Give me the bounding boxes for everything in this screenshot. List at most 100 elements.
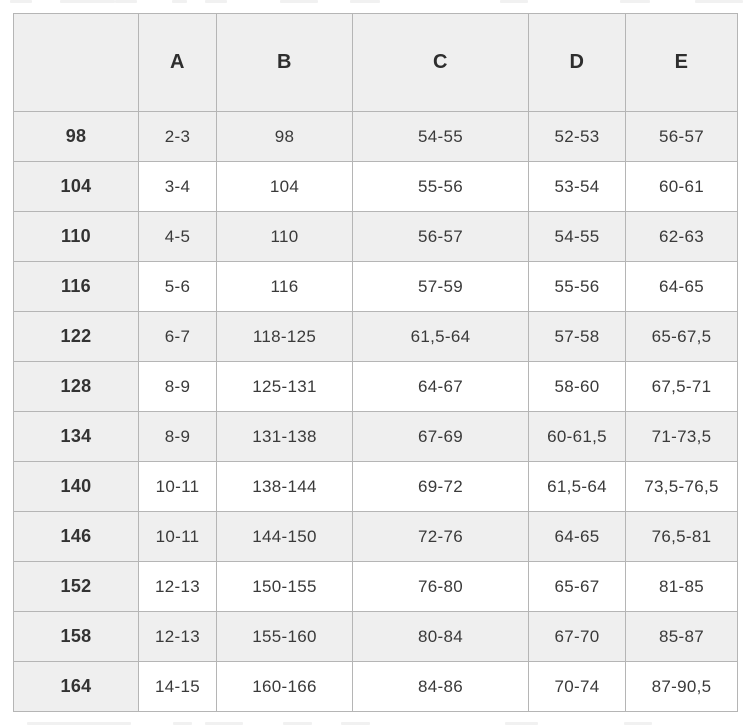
- row-header-cell: 146: [13, 511, 139, 562]
- data-cell: 14-15: [138, 661, 217, 712]
- data-cell: 65-67: [528, 561, 626, 612]
- clipped-text-fragment: [620, 0, 650, 3]
- table-body: 98 2-3 98 54-55 52-53 56-57 104 3-4 104 55-56 53-5…: [13, 111, 738, 712]
- table-row: 122 6-7 118-125 61,5-64 57-58 65-67,5: [13, 311, 738, 362]
- clipped-text-fragment: [172, 0, 187, 3]
- clipped-text-fragment: [695, 0, 743, 3]
- row-header-cell: 98: [13, 111, 139, 162]
- data-cell: 64-67: [352, 361, 529, 412]
- data-cell: 64-65: [625, 261, 738, 312]
- clipped-text-fragment: [27, 722, 131, 725]
- data-cell: 118-125: [216, 311, 353, 362]
- data-cell: 67-69: [352, 411, 529, 462]
- row-header-cell: 152: [13, 561, 139, 612]
- data-cell: 125-131: [216, 361, 353, 412]
- data-cell: 53-54: [528, 161, 626, 212]
- table-row: 128 8-9 125-131 64-67 58-60 67,5-71: [13, 361, 738, 412]
- data-cell: 57-58: [528, 311, 626, 362]
- row-header-cell: 104: [13, 161, 139, 212]
- data-cell: 104: [216, 161, 353, 212]
- data-cell: 85-87: [625, 611, 738, 662]
- data-cell: 98: [216, 111, 353, 162]
- row-header-cell: 128: [13, 361, 139, 412]
- data-cell: 160-166: [216, 661, 353, 712]
- data-cell: 61,5-64: [352, 311, 529, 362]
- row-header-cell: 134: [13, 411, 139, 462]
- data-cell: 131-138: [216, 411, 353, 462]
- table-row: 104 3-4 104 55-56 53-54 60-61: [13, 161, 738, 212]
- table-row: 110 4-5 110 56-57 54-55 62-63: [13, 211, 738, 262]
- data-cell: 54-55: [352, 111, 529, 162]
- data-cell: 55-56: [352, 161, 529, 212]
- clipped-text-fragment: [500, 0, 528, 3]
- table-row: 152 12-13 150-155 76-80 65-67 81-85: [13, 561, 738, 612]
- data-cell: 60-61: [625, 161, 738, 212]
- table-row: 116 5-6 116 57-59 55-56 64-65: [13, 261, 738, 312]
- data-cell: 67-70: [528, 611, 626, 662]
- row-header-cell: 164: [13, 661, 139, 712]
- data-cell: 67,5-71: [625, 361, 738, 412]
- data-cell: 73,5-76,5: [625, 461, 738, 512]
- row-header-cell: 140: [13, 461, 139, 512]
- clipped-text-fragment: [173, 722, 192, 725]
- clipped-text-fragment: [341, 722, 370, 725]
- header-cell-d: D: [528, 13, 626, 112]
- data-cell: 56-57: [352, 211, 529, 262]
- data-cell: 57-59: [352, 261, 529, 312]
- header-row: A B C D E: [13, 13, 738, 112]
- data-cell: 56-57: [625, 111, 738, 162]
- clipped-text-fragment: [205, 722, 243, 725]
- table-row: 98 2-3 98 54-55 52-53 56-57: [13, 111, 738, 162]
- clipped-text-fragment: [205, 0, 227, 3]
- data-cell: 138-144: [216, 461, 353, 512]
- data-cell: 3-4: [138, 161, 217, 212]
- data-cell: 116: [216, 261, 353, 312]
- table-row: 134 8-9 131-138 67-69 60-61,5 71-73,5: [13, 411, 738, 462]
- header-cell-a: A: [138, 13, 217, 112]
- data-cell: 4-5: [138, 211, 217, 262]
- clipped-text-fragment: [10, 0, 32, 3]
- table-row: 146 10-11 144-150 72-76 64-65 76,5-81: [13, 511, 738, 562]
- data-cell: 60-61,5: [528, 411, 626, 462]
- data-cell: 65-67,5: [625, 311, 738, 362]
- clipped-text-fragment: [60, 0, 115, 3]
- data-cell: 2-3: [138, 111, 217, 162]
- size-chart-table: A B C D E 98 2-3 98 54-55 52-53 56-57 104 3-4 10…: [13, 13, 738, 712]
- data-cell: 71-73,5: [625, 411, 738, 462]
- clipped-text-fragment: [624, 722, 652, 725]
- data-cell: 155-160: [216, 611, 353, 662]
- data-cell: 76-80: [352, 561, 529, 612]
- row-header-cell: 116: [13, 261, 139, 312]
- clipped-text-fragment: [280, 0, 318, 3]
- table-row: 140 10-11 138-144 69-72 61,5-64 73,5-76,5: [13, 461, 738, 512]
- data-cell: 80-84: [352, 611, 529, 662]
- clipped-text-fragment: [350, 0, 380, 3]
- data-cell: 64-65: [528, 511, 626, 562]
- data-cell: 5-6: [138, 261, 217, 312]
- data-cell: 55-56: [528, 261, 626, 312]
- data-cell: 10-11: [138, 461, 217, 512]
- data-cell: 8-9: [138, 361, 217, 412]
- data-cell: 150-155: [216, 561, 353, 612]
- clipped-text-fragment: [505, 722, 538, 725]
- header-cell-b: B: [216, 13, 353, 112]
- data-cell: 69-72: [352, 461, 529, 512]
- clipped-text-fragment: [283, 722, 312, 725]
- data-cell: 8-9: [138, 411, 217, 462]
- header-cell-corner: [13, 13, 139, 112]
- header-cell-e: E: [625, 13, 738, 112]
- data-cell: 6-7: [138, 311, 217, 362]
- row-header-cell: 122: [13, 311, 139, 362]
- data-cell: 12-13: [138, 611, 217, 662]
- data-cell: 110: [216, 211, 353, 262]
- table-row: 164 14-15 160-166 84-86 70-74 87-90,5: [13, 661, 738, 712]
- clipped-text-fragment: [115, 0, 137, 3]
- data-cell: 12-13: [138, 561, 217, 612]
- data-cell: 54-55: [528, 211, 626, 262]
- data-cell: 52-53: [528, 111, 626, 162]
- row-header-cell: 158: [13, 611, 139, 662]
- data-cell: 76,5-81: [625, 511, 738, 562]
- data-cell: 84-86: [352, 661, 529, 712]
- row-header-cell: 110: [13, 211, 139, 262]
